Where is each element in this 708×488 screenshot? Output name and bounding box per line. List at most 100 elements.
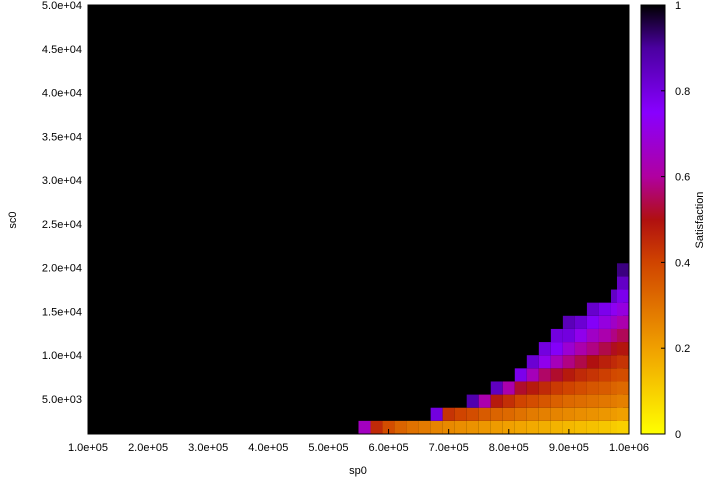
heatmap-cell [562,342,575,356]
heatmap-cell [514,381,527,395]
heatmap-cell [550,381,563,395]
heatmap-cell [616,289,629,303]
y-tick-label: 2.5e+04 [42,219,82,231]
colorbar-tick-label: 0.6 [675,172,690,184]
heatmap-cell [514,368,527,382]
heatmap-cell [478,394,491,408]
heatmap-cell [616,355,629,369]
y-tick-label: 4.0e+04 [42,88,82,100]
heatmap-cell [490,394,503,408]
x-tick-label: 1.0e+05 [68,442,108,454]
colorbar-tick-label: 0.2 [675,343,690,355]
heatmap-cell [442,407,455,421]
x-tick-label: 7.0e+05 [429,442,469,454]
heatmap-cell [562,381,575,395]
heatmap-cell [430,420,443,434]
x-tick-label: 3.0e+05 [188,442,228,454]
heatmap-cell [574,420,587,434]
heatmap-cell [490,381,503,395]
heatmap-cell [616,394,629,408]
heatmap-cell [490,420,503,434]
x-tick-label: 2.0e+05 [128,442,168,454]
heatmap-cell [616,368,629,382]
heatmap-cell [562,420,575,434]
heatmap-cell [586,342,599,356]
heatmap-cell [514,394,527,408]
y-tick-label: 3.5e+04 [42,131,82,143]
heatmap-cell [574,407,587,421]
heatmap-cell [454,407,467,421]
heatmap-cell [598,355,611,369]
heatmap-cell [586,302,599,316]
heatmap-cell [526,420,539,434]
heatmap-cell [586,315,599,329]
heatmap-cell [550,394,563,408]
heatmap-cell [358,420,371,434]
heatmap-cell [514,407,527,421]
heatmap-cell [574,368,587,382]
heatmap-cell [442,420,455,434]
y-tick-label: 4.5e+04 [42,44,82,56]
heatmap-cell [538,420,551,434]
y-tick-label: 3.0e+04 [42,175,82,187]
heatmap-cell [478,420,491,434]
y-tick-label: 1.0e+04 [42,350,82,362]
heatmap-cell [466,420,479,434]
heatmap-cell [598,368,611,382]
heatmap-cell [574,355,587,369]
colorbar-gradient [640,4,666,435]
x-tick-label: 4.0e+05 [248,442,288,454]
heatmap-cell [370,420,383,434]
heatmap-cell [550,328,563,343]
heatmap-cell [550,420,563,434]
heatmap-cell [526,394,539,408]
y-tick-label: 5.0e+04 [42,0,82,12]
x-tick-label: 9.0e+05 [549,442,589,454]
heatmap-cell [550,407,563,421]
heatmap-cell [616,342,629,356]
heatmap-cell [538,394,551,408]
heatmap-cell [616,407,629,421]
heatmap-cell [526,381,539,395]
colorbar-ticks: 0 0.2 0.4 0.6 0.8 1 [661,0,690,441]
heatmap-cell [502,381,515,395]
heatmap-cell [598,407,611,421]
heatmap-cell [502,407,515,421]
heatmap-cell [598,342,611,356]
heatmap-cell [616,315,629,329]
heatmap-cell [598,420,611,434]
heatmap-cell [562,394,575,408]
y-axis: 5.0e+03 1.0e+04 1.5e+04 2.0e+04 2.5e+04 3.0e+… [42,0,93,406]
y-tick-label: 1.5e+04 [42,306,82,318]
heatmap-cells [358,263,629,434]
y-tick-label: 5.0e+03 [42,394,82,406]
heatmap-cell [394,420,407,434]
heatmap-cell [616,302,629,316]
colorbar-tick-label: 0 [675,429,681,441]
plot-area [87,4,630,435]
y-axis-label: sc0 [7,211,19,228]
heatmap-cell [526,355,539,369]
heatmap-cell [418,420,431,434]
heatmap-cell [586,368,599,382]
heatmap-cell [598,394,611,408]
heatmap-cell [586,394,599,408]
plot-border [87,4,630,435]
x-tick-label: 5.0e+05 [308,442,348,454]
heatmap-cell [538,407,551,421]
heatmap-cell [562,328,575,343]
heatmap-cell [586,420,599,434]
heatmap-cell [514,420,527,434]
y-tick-label: 2.0e+04 [42,263,82,275]
colorbar-tick-label: 0.8 [675,86,690,98]
colorbar-tick-label: 0.4 [675,257,690,269]
heatmap-cell [562,407,575,421]
heatmap-cell [562,368,575,382]
heatmap-cell [586,355,599,369]
heatmap-cell [430,407,443,421]
heatmap-cell [616,263,629,277]
heatmap-cell [586,328,599,343]
heatmap-cell [598,302,611,316]
heatmap-cell [598,381,611,395]
heatmap-cell [562,315,575,329]
